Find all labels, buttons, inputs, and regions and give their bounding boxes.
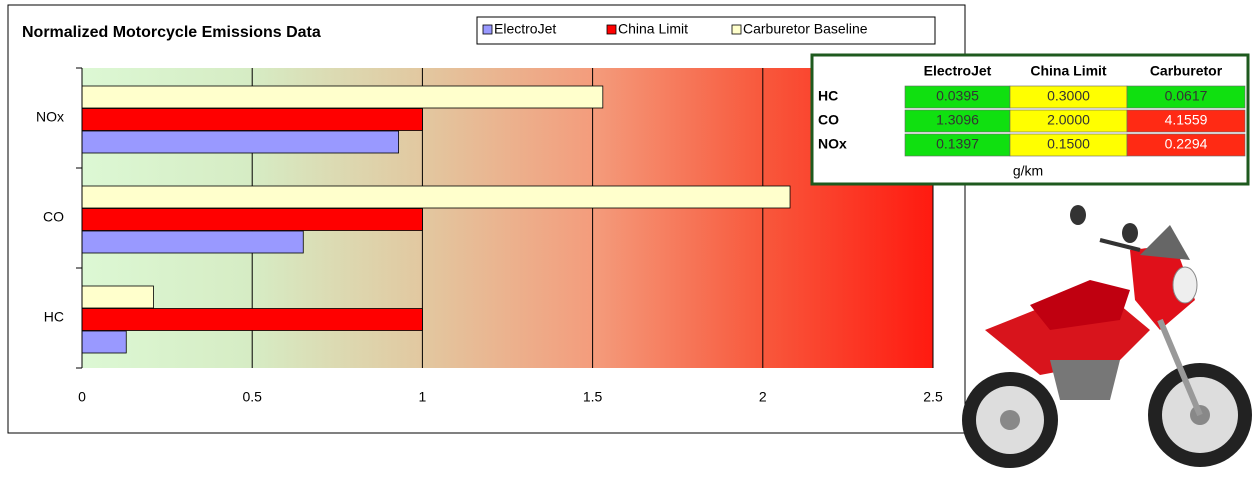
table-header: ElectroJet — [924, 63, 992, 79]
row-label: CO — [818, 112, 839, 128]
chart-title: Normalized Motorcycle Emissions Data — [22, 24, 321, 41]
y-tick-label: CO — [43, 209, 64, 225]
row-label: NOx — [818, 136, 847, 152]
legend-swatch — [731, 24, 742, 35]
bar — [81, 185, 791, 209]
y-tick-label: HC — [44, 309, 64, 325]
x-tick-label: 2.5 — [923, 389, 943, 405]
table-header: China Limit — [1030, 63, 1107, 79]
bar — [81, 208, 423, 231]
legend-swatch — [606, 24, 617, 35]
table-value: 0.0395 — [936, 88, 979, 104]
table-unit: g/km — [1013, 163, 1043, 179]
bar — [81, 108, 423, 131]
legend-label: Carburetor Baseline — [743, 21, 868, 37]
x-tick-label: 0 — [78, 389, 86, 405]
table-value: 0.2294 — [1165, 136, 1208, 152]
table-cell — [1126, 109, 1246, 133]
legend-label: ElectroJet — [494, 21, 556, 37]
table-value: 1.3096 — [936, 112, 979, 128]
legend-box — [476, 16, 936, 45]
legend-label: China Limit — [618, 21, 688, 37]
table-value: 0.1500 — [1047, 136, 1090, 152]
legend-swatch — [482, 24, 493, 35]
y-tick-label: NOx — [36, 109, 64, 125]
x-tick-label: 0.5 — [242, 389, 262, 405]
table-cell — [1126, 133, 1246, 157]
x-tick-label: 1.5 — [583, 389, 603, 405]
table-value: 2.0000 — [1047, 112, 1090, 128]
row-label: HC — [818, 88, 838, 104]
motorcycle-image — [962, 205, 1252, 468]
bar — [81, 230, 304, 254]
table-value: 4.1559 — [1165, 112, 1208, 128]
bar — [81, 85, 604, 109]
table-cell — [1126, 85, 1246, 109]
table-value: 0.0617 — [1165, 88, 1208, 104]
table-value: 0.1397 — [936, 136, 979, 152]
x-tick-label: 1 — [419, 389, 427, 405]
bar — [81, 285, 154, 309]
x-tick-label: 2 — [759, 389, 767, 405]
bar — [81, 330, 127, 354]
bar — [81, 308, 423, 331]
bar — [81, 130, 399, 154]
table-value: 0.3000 — [1047, 88, 1090, 104]
table-header: Carburetor — [1150, 63, 1223, 79]
